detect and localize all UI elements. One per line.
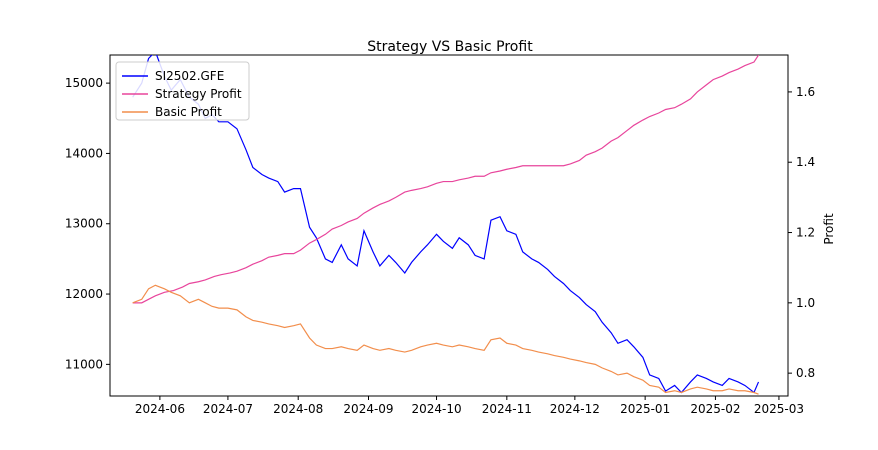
y-right-tick-label: 1.2 (796, 226, 815, 240)
chart-title: Strategy VS Basic Profit (367, 39, 533, 55)
legend-label: Strategy Profit (155, 87, 242, 101)
legend-label: Basic Profit (155, 105, 222, 119)
x-tick-label: 2025-01 (620, 402, 670, 416)
x-tick-label: 2024-09 (343, 402, 393, 416)
x-tick-label: 2024-12 (550, 402, 600, 416)
legend-box (115, 61, 250, 121)
y-right-tick-label: 1.6 (796, 85, 815, 99)
axes-layer: 2024-06 2024-07 2024-08 2024-09 2024-10 2024-… (65, 76, 815, 416)
y-right-tick-label: 0.8 (796, 366, 815, 380)
y-left-tick-label: 11000 (65, 357, 103, 371)
legend: SI2502.GFE Strategy Profit Basic Profit (115, 61, 250, 121)
series-line-0 (132, 55, 760, 394)
y-left-tick-label: 12000 (65, 287, 103, 301)
x-tick-label: 2024-11 (482, 402, 532, 416)
series-layer (132, 55, 760, 395)
right-axis-label: Profit (822, 213, 836, 245)
y-right-tick-label: 1.0 (796, 296, 815, 310)
y-left-tick-label: 13000 (65, 217, 103, 231)
x-tick-label: 2024-10 (411, 402, 461, 416)
x-tick-label: 2024-08 (273, 402, 323, 416)
series-line-1 (132, 55, 760, 304)
y-left-tick-label: 14000 (65, 146, 103, 160)
series-line-2 (132, 284, 759, 395)
x-tick-label: 2024-07 (203, 402, 253, 416)
x-tick-label: 2025-02 (690, 402, 740, 416)
y-left-tick-label: 15000 (65, 76, 103, 90)
x-tick-label: 2025-03 (754, 402, 804, 416)
y-right-tick-label: 1.4 (796, 155, 815, 169)
legend-label: SI2502.GFE (155, 69, 224, 83)
x-tick-label: 2024-06 (135, 402, 185, 416)
